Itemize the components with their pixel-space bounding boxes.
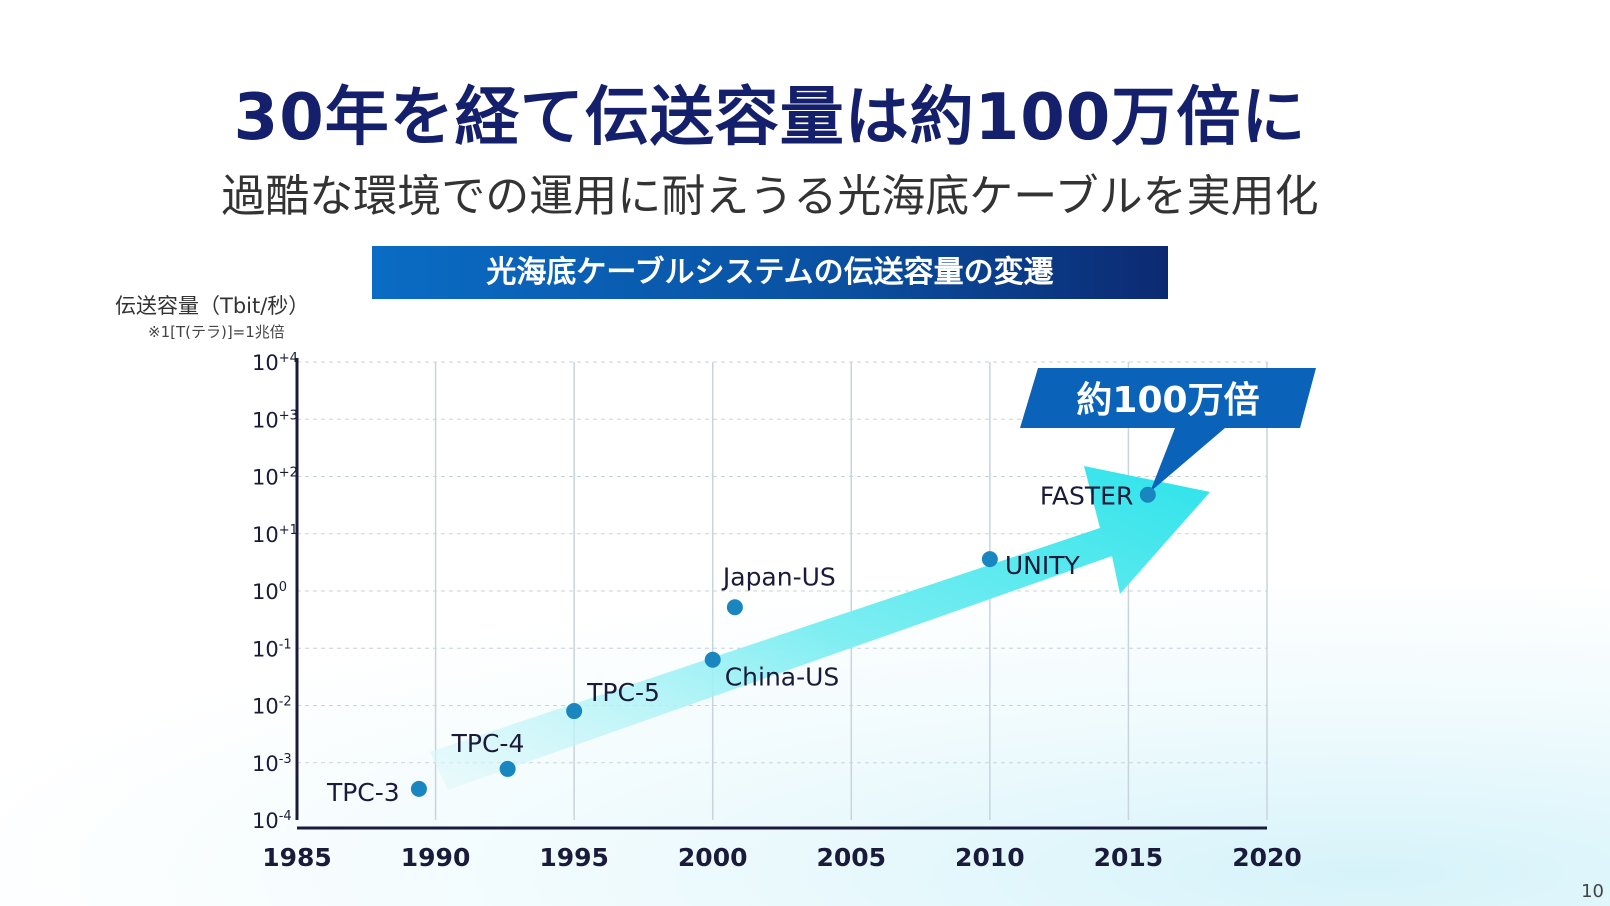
- callout-pointer: [1150, 428, 1225, 492]
- x-tick-label: 1985: [262, 843, 332, 872]
- x-tick-label: 1990: [401, 843, 471, 872]
- callout-text: 約100万倍: [1076, 380, 1259, 421]
- data-point: [981, 551, 998, 568]
- data-point-label: TPC-5: [586, 678, 660, 707]
- x-tick-label: 2000: [678, 843, 748, 872]
- data-point: [726, 599, 743, 616]
- callout: 約100万倍: [1020, 368, 1316, 492]
- trend-arrow: [430, 466, 1210, 790]
- y-tick-label: 10+4: [252, 351, 298, 375]
- y-tick-label: 100: [252, 580, 287, 604]
- y-tick-label: 10-2: [252, 695, 292, 719]
- x-tick-label: 2015: [1094, 843, 1164, 872]
- data-point-label: TPC-4: [451, 729, 525, 758]
- y-tick-label: 10+2: [252, 466, 298, 490]
- y-tick-label: 10-3: [252, 752, 292, 776]
- y-axis-note: ※1[T(テラ)]=1兆倍: [148, 323, 285, 341]
- callout-box: [1020, 368, 1316, 428]
- data-point: [410, 780, 427, 797]
- data-point: [566, 703, 583, 720]
- page-number: 10: [1581, 881, 1604, 902]
- y-tick-label: 10+3: [252, 408, 298, 432]
- data-point-label: UNITY: [1005, 551, 1081, 580]
- data-point-label: China-US: [725, 663, 840, 692]
- y-tick-label: 10-1: [252, 637, 292, 661]
- data-point-label: TPC-3: [326, 778, 400, 807]
- data-point: [499, 760, 516, 777]
- data-point: [1139, 486, 1156, 503]
- x-tick-label: 2010: [955, 843, 1025, 872]
- x-tick-label: 1995: [539, 843, 609, 872]
- x-tick-label: 2005: [816, 843, 886, 872]
- y-tick-label: 10+1: [252, 523, 298, 547]
- y-tick-label: 10-4: [252, 809, 292, 833]
- x-tick-label: 2020: [1232, 843, 1302, 872]
- slide-subtitle: 過酷な環境での運用に耐えうる光海底ケーブルを実用化: [221, 171, 1319, 222]
- chart-title: 光海底ケーブルシステムの伝送容量の変遷: [372, 246, 1168, 299]
- data-point: [704, 651, 721, 668]
- slide-title: 30年を経て伝送容量は約100万倍に: [233, 81, 1307, 155]
- data-point-label: FASTER: [1040, 482, 1134, 511]
- data-point-label: Japan-US: [721, 562, 836, 591]
- y-axis-label: 伝送容量（Tbit/秒）: [115, 294, 310, 318]
